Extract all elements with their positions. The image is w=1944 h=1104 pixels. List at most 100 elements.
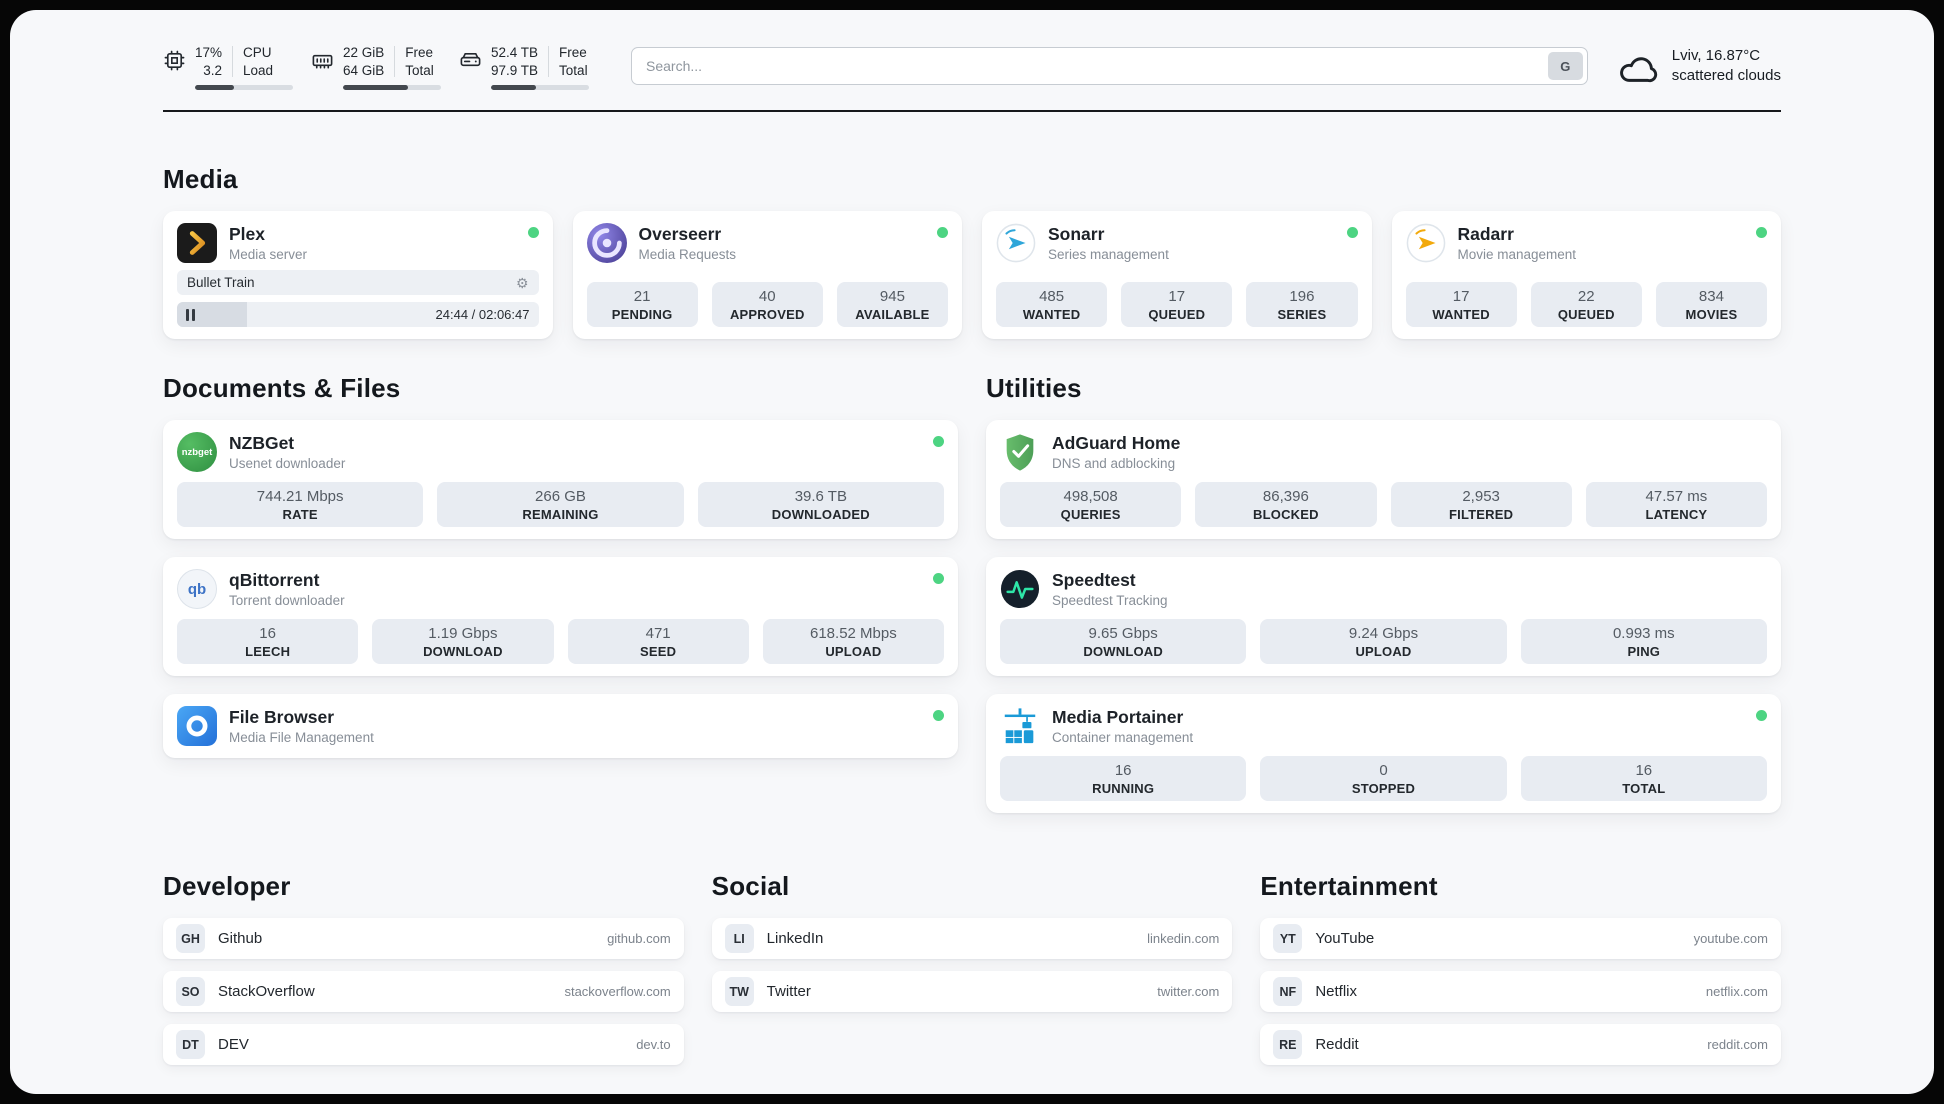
bookmark-link[interactable]: TW Twitter twitter.com bbox=[711, 971, 1233, 1012]
stat-label: MOVIES bbox=[1685, 306, 1738, 322]
disk-total: 97.9 TB bbox=[491, 62, 539, 78]
stat-value: 485 bbox=[1039, 287, 1065, 305]
bookmark-url: github.com bbox=[607, 931, 671, 946]
pause-icon[interactable] bbox=[186, 308, 196, 321]
disk-free: 52.4 TB bbox=[491, 45, 539, 60]
search-engine-button[interactable]: G bbox=[1547, 52, 1583, 80]
bookmark-link[interactable]: LI LinkedIn linkedin.com bbox=[711, 918, 1233, 959]
stat-label: RUNNING bbox=[1092, 780, 1155, 796]
stat-label: SERIES bbox=[1277, 306, 1327, 322]
filebrowser-card[interactable]: File Browser Media File Management bbox=[163, 694, 958, 758]
plex-card[interactable]: Plex Media server Bullet Train ⚙ bbox=[163, 211, 553, 339]
app-subtitle: Media File Management bbox=[229, 730, 374, 745]
bookmark-name: Reddit bbox=[1315, 1036, 1359, 1053]
section-title-utilities: Utilities bbox=[986, 373, 1082, 403]
app-name: Sonarr bbox=[1048, 224, 1105, 244]
cpu-icon bbox=[163, 49, 186, 72]
qbittorrent-icon: qb bbox=[177, 569, 217, 609]
stat-box: 266 GB REMAINING bbox=[437, 482, 684, 527]
app-subtitle: Media server bbox=[229, 247, 308, 262]
bookmark-link[interactable]: SO StackOverflow stackoverflow.com bbox=[163, 971, 684, 1012]
stat-value: 86,396 bbox=[1262, 487, 1309, 505]
ram-total: 64 GiB bbox=[343, 62, 385, 78]
disk-widget: 52.4 TB 97.9 TB Free Total bbox=[459, 44, 589, 90]
app-subtitle: Speedtest Tracking bbox=[1052, 593, 1168, 608]
media-section: Media Plex bbox=[163, 164, 1781, 339]
radarr-icon bbox=[1406, 223, 1446, 263]
sonarr-card[interactable]: Sonarr Series management 485 WANTED 17 Q… bbox=[982, 211, 1372, 339]
sonarr-icon bbox=[996, 223, 1036, 263]
section-title-media: Media bbox=[163, 164, 238, 194]
stat-value: 16 bbox=[1635, 761, 1653, 779]
stat-value: 618.52 Mbps bbox=[810, 624, 897, 642]
status-dot bbox=[1756, 710, 1767, 721]
disk-progress-bar bbox=[491, 85, 589, 90]
bookmark-link[interactable]: DT DEV dev.to bbox=[163, 1024, 684, 1065]
overseerr-card[interactable]: Overseerr Media Requests 21 PENDING 40 A… bbox=[572, 211, 962, 339]
top-bar: 17% 3.2 CPU Load bbox=[163, 10, 1781, 90]
stat-value: 39.6 TB bbox=[794, 487, 847, 505]
stat-value: 471 bbox=[645, 624, 671, 642]
documents-column: Documents & Files nzbget NZBGet Usenet d… bbox=[163, 373, 958, 813]
nzbget-card[interactable]: nzbget NZBGet Usenet downloader 744.21 M… bbox=[163, 420, 958, 539]
bookmark-link[interactable]: NF Netflix netflix.com bbox=[1260, 971, 1781, 1012]
app-subtitle: DNS and adblocking bbox=[1052, 456, 1176, 471]
bookmark-url: linkedin.com bbox=[1147, 931, 1220, 946]
stat-value: 22 bbox=[1577, 287, 1595, 305]
bookmark-badge: LI bbox=[724, 924, 754, 953]
bookmark-name: StackOverflow bbox=[218, 983, 315, 1000]
app-name: NZBGet bbox=[229, 433, 295, 453]
stat-box: 618.52 Mbps UPLOAD bbox=[762, 619, 944, 664]
ram-label-bottom: Total bbox=[405, 62, 434, 78]
nzbget-icon: nzbget bbox=[177, 432, 217, 472]
playback-progress-bar[interactable]: 24:44 / 02:06:47 bbox=[177, 302, 539, 327]
portainer-card[interactable]: Media Portainer Container management 16 … bbox=[986, 694, 1781, 813]
bookmark-link[interactable]: GH Github github.com bbox=[163, 918, 684, 959]
stat-value: 744.21 Mbps bbox=[256, 487, 344, 505]
stat-value: 9.24 Gbps bbox=[1348, 624, 1419, 642]
stat-box: 17 QUEUED bbox=[1121, 282, 1233, 327]
weather-widget[interactable]: Lviv, 16.87°C scattered clouds bbox=[1616, 46, 1781, 86]
bookmark-url: netflix.com bbox=[1705, 984, 1768, 999]
plex-now-playing: Bullet Train ⚙ 24:44 / 02:06:47 bbox=[177, 270, 539, 327]
bookmark-link[interactable]: RE Reddit reddit.com bbox=[1260, 1024, 1781, 1065]
stat-label: UPLOAD bbox=[1355, 643, 1412, 659]
stat-box: 16 TOTAL bbox=[1520, 756, 1767, 801]
cpu-progress-bar bbox=[195, 85, 293, 90]
app-subtitle: Series management bbox=[1048, 247, 1169, 262]
section-title-entertainment: Entertainment bbox=[1260, 871, 1438, 901]
stat-label: UPLOAD bbox=[825, 643, 882, 659]
section-title-developer: Developer bbox=[163, 871, 291, 901]
stat-label: LEECH bbox=[245, 643, 291, 659]
developer-column: Developer GH Github github.com SO StackO… bbox=[163, 871, 684, 1077]
bookmark-url: stackoverflow.com bbox=[564, 984, 671, 999]
status-dot bbox=[937, 227, 948, 238]
stat-label: QUERIES bbox=[1060, 506, 1121, 522]
bookmark-url: twitter.com bbox=[1157, 984, 1220, 999]
stat-value: 498,508 bbox=[1063, 487, 1118, 505]
app-name: qBittorrent bbox=[229, 570, 320, 590]
stat-box: 498,508 QUERIES bbox=[1000, 482, 1182, 527]
bookmark-badge: TW bbox=[724, 977, 754, 1006]
speedtest-card[interactable]: Speedtest Speedtest Tracking 9.65 Gbps D… bbox=[986, 557, 1781, 676]
stat-value: 21 bbox=[633, 287, 651, 305]
status-dot bbox=[1346, 227, 1358, 238]
radarr-card[interactable]: Radarr Movie management 17 WANTED 22 QUE… bbox=[1391, 211, 1781, 339]
status-dot bbox=[933, 573, 944, 584]
app-name: Plex bbox=[229, 224, 265, 244]
stat-value: 834 bbox=[1698, 287, 1724, 305]
divider bbox=[232, 46, 234, 77]
adguard-card[interactable]: AdGuard Home DNS and adblocking 498,508 … bbox=[986, 420, 1781, 539]
stat-value: 0 bbox=[1379, 761, 1388, 779]
qbittorrent-card[interactable]: qb qBittorrent Torrent downloader 16 LEE… bbox=[163, 557, 958, 676]
gear-icon[interactable]: ⚙ bbox=[515, 274, 529, 291]
status-dot bbox=[527, 227, 539, 238]
bookmark-name: Github bbox=[218, 930, 263, 947]
search-input[interactable] bbox=[631, 47, 1588, 85]
app-name: AdGuard Home bbox=[1052, 433, 1181, 453]
disk-label-bottom: Total bbox=[559, 62, 588, 78]
bookmark-link[interactable]: YT YouTube youtube.com bbox=[1260, 918, 1781, 959]
bookmark-badge: RE bbox=[1273, 1030, 1303, 1059]
speedtest-icon bbox=[1000, 569, 1040, 609]
stat-value: 16 bbox=[1114, 761, 1132, 779]
